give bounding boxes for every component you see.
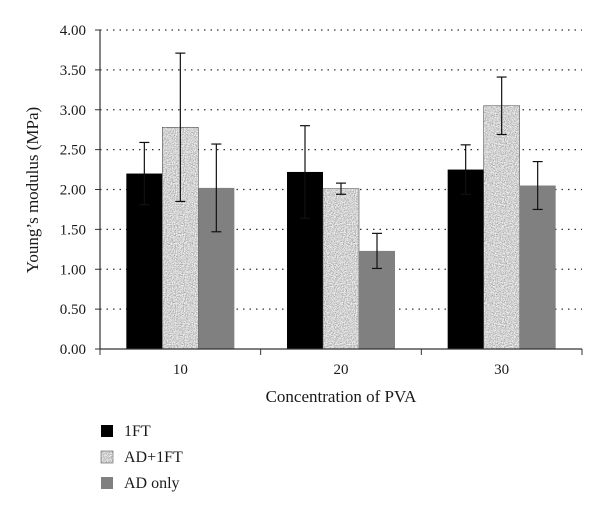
y-tick-label: 4.00 (60, 23, 86, 39)
bar-ad-1ft-20 (322, 188, 360, 350)
bar-ad-only-30 (519, 185, 556, 349)
x-tick-labels: 10 20 30 (173, 362, 509, 378)
y-tick-label: 2.00 (60, 183, 86, 199)
legend: 1FT AD+1FT AD only (100, 423, 183, 492)
y-tick-label: 2.50 (60, 143, 86, 159)
legend-swatch (101, 477, 113, 489)
x-axis-label: Concentration of PVA (266, 387, 418, 406)
x-tick-label: 20 (334, 362, 349, 378)
y-tick-label: 0.00 (60, 342, 86, 358)
y-tick-label: 3.00 (60, 103, 86, 119)
error-bars (139, 52, 543, 270)
legend-swatch (101, 425, 113, 437)
y-tick-label: 0.50 (60, 302, 86, 318)
bar-1ft-30 (447, 169, 484, 349)
bar-ad-1ft-30 (483, 105, 520, 350)
legend-label: AD only (124, 475, 180, 492)
legend-label: 1FT (124, 423, 151, 440)
axes (95, 29, 583, 355)
legend-label: AD+1FT (124, 449, 183, 466)
legend-swatch (100, 450, 114, 464)
y-tick-labels: 0.00 0.50 1.00 1.50 2.00 2.50 3.00 3.50 4.00 (60, 23, 86, 358)
y-tick-label: 1.00 (60, 262, 86, 278)
y-tick-label: 1.50 (60, 222, 86, 238)
x-tick-label: 10 (173, 362, 188, 378)
bars (126, 105, 556, 350)
y-axis-label: Young’s modulus (MPa) (23, 107, 42, 273)
x-tick-label: 30 (494, 362, 509, 378)
y-tick-label: 3.50 (60, 63, 86, 79)
